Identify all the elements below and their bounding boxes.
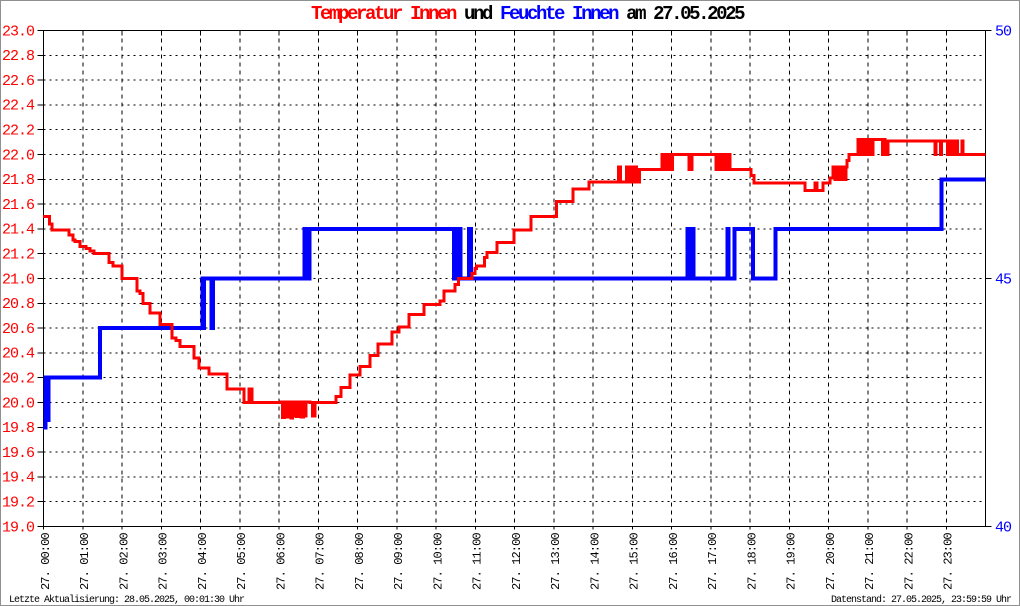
svg-text:27. 18:00: 27. 18:00 — [745, 533, 759, 590]
svg-text:50: 50 — [995, 23, 1012, 40]
svg-text:27. 01:00: 27. 01:00 — [78, 533, 92, 590]
svg-text:27. 21:00: 27. 21:00 — [863, 533, 877, 590]
svg-text:21.6: 21.6 — [2, 197, 35, 214]
svg-text:27. 02:00: 27. 02:00 — [117, 533, 131, 590]
svg-text:19.0: 19.0 — [2, 519, 35, 536]
svg-text:40: 40 — [995, 519, 1012, 536]
svg-text:27. 09:00: 27. 09:00 — [392, 533, 406, 590]
svg-text:22.2: 22.2 — [2, 123, 34, 140]
svg-text:20.8: 20.8 — [2, 296, 35, 313]
svg-text:20.4: 20.4 — [2, 346, 35, 363]
svg-text:22.8: 22.8 — [2, 48, 35, 65]
svg-text:19.8: 19.8 — [2, 420, 35, 437]
svg-text:22.6: 22.6 — [2, 73, 35, 90]
svg-text:27. 04:00: 27. 04:00 — [196, 533, 210, 590]
svg-text:27. 12:00: 27. 12:00 — [510, 533, 524, 590]
svg-text:27. 11:00: 27. 11:00 — [471, 533, 485, 590]
svg-text:20.2: 20.2 — [2, 371, 34, 388]
svg-text:19.2: 19.2 — [2, 495, 34, 512]
svg-text:27. 13:00: 27. 13:00 — [549, 533, 563, 590]
svg-text:27. 03:00: 27. 03:00 — [157, 533, 171, 590]
svg-text:22.0: 22.0 — [2, 147, 35, 164]
svg-text:20.6: 20.6 — [2, 321, 35, 338]
svg-text:21.0: 21.0 — [2, 271, 35, 288]
svg-text:27. 15:00: 27. 15:00 — [628, 533, 642, 590]
svg-text:Datenstand: 27.05.2025, 23:59:: Datenstand: 27.05.2025, 23:59:59 Uhr — [831, 594, 1012, 606]
svg-text:27. 08:00: 27. 08:00 — [353, 533, 367, 590]
svg-text:22.4: 22.4 — [2, 98, 35, 115]
svg-text:27. 16:00: 27. 16:00 — [667, 533, 681, 590]
svg-text:21.4: 21.4 — [2, 222, 35, 239]
svg-text:27. 00:00: 27. 00:00 — [39, 533, 53, 590]
svg-text:27. 19:00: 27. 19:00 — [785, 533, 799, 590]
svg-text:19.4: 19.4 — [2, 470, 35, 487]
svg-text:21.2: 21.2 — [2, 247, 34, 264]
svg-text:27. 07:00: 27. 07:00 — [314, 533, 328, 590]
svg-text:Temperatur Innen und Feuchte I: Temperatur Innen und Feuchte Innen am 27… — [311, 3, 745, 25]
svg-text:27. 06:00: 27. 06:00 — [274, 533, 288, 590]
svg-text:45: 45 — [995, 271, 1012, 288]
svg-text:27. 17:00: 27. 17:00 — [706, 533, 720, 590]
svg-text:20.0: 20.0 — [2, 395, 35, 412]
svg-text:23.0: 23.0 — [2, 23, 35, 40]
svg-text:27. 20:00: 27. 20:00 — [824, 533, 838, 590]
svg-text:27. 23:00: 27. 23:00 — [942, 533, 956, 590]
svg-text:21.8: 21.8 — [2, 172, 35, 189]
svg-text:Letzte Aktualisierung: 28.05.2: Letzte Aktualisierung: 28.05.2025, 00:01… — [9, 594, 245, 606]
svg-text:27. 14:00: 27. 14:00 — [588, 533, 602, 590]
svg-text:27. 22:00: 27. 22:00 — [902, 533, 916, 590]
svg-text:27. 05:00: 27. 05:00 — [235, 533, 249, 590]
svg-text:19.6: 19.6 — [2, 445, 35, 462]
svg-text:27. 10:00: 27. 10:00 — [431, 533, 445, 590]
